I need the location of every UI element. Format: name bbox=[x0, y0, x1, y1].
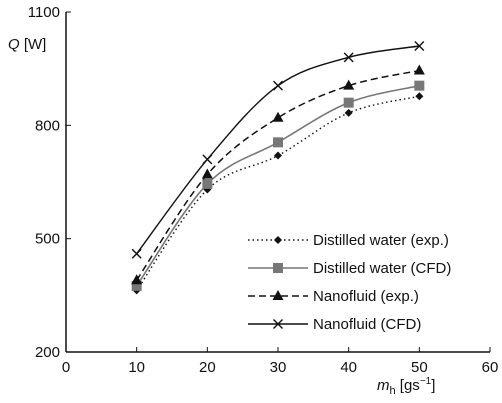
series-line bbox=[136, 69, 420, 281]
data-point bbox=[273, 137, 283, 148]
legend-marker bbox=[274, 236, 282, 244]
y-axis-ticks: 200 500 800 1100 bbox=[28, 4, 71, 361]
data-point bbox=[343, 52, 354, 63]
data-point bbox=[202, 178, 213, 189]
legend-label: Nanofluid (exp.) bbox=[313, 288, 419, 305]
series-3 bbox=[131, 64, 425, 285]
data-point bbox=[343, 97, 354, 108]
y-tick-label: 500 bbox=[35, 231, 60, 248]
legend-label: Nanofluid (CFD) bbox=[313, 316, 421, 333]
legend: Distilled water (exp.) Distilled water (C… bbox=[248, 232, 451, 333]
x-marker-stroke bbox=[131, 248, 142, 259]
data-point bbox=[273, 80, 283, 91]
series-2 bbox=[131, 80, 425, 291]
y-tick-label: 1100 bbox=[28, 4, 60, 21]
series-layer bbox=[131, 41, 425, 295]
axes bbox=[65, 12, 490, 353]
data-point bbox=[131, 280, 142, 291]
data-point bbox=[201, 168, 213, 179]
series-4 bbox=[131, 41, 425, 259]
data-point bbox=[415, 92, 424, 101]
series-line bbox=[136, 45, 420, 255]
x-tick-label: 0 bbox=[62, 359, 70, 376]
x-axis-title: mh [gs−1] bbox=[377, 376, 435, 397]
data-point bbox=[274, 151, 282, 160]
x-tick-label: 40 bbox=[340, 359, 357, 376]
data-point bbox=[202, 154, 213, 165]
legend-label: Distilled water (CFD) bbox=[313, 260, 451, 277]
data-point bbox=[131, 274, 143, 285]
data-point bbox=[344, 108, 353, 117]
legend-marker bbox=[273, 263, 283, 273]
legend-item: Distilled water (CFD) bbox=[248, 260, 451, 277]
legend-item: Nanofluid (exp.) bbox=[248, 288, 419, 305]
legend-item: Nanofluid (CFD) bbox=[248, 316, 421, 333]
series-line bbox=[136, 95, 420, 291]
x-tick-label: 10 bbox=[128, 359, 145, 376]
data-point bbox=[414, 41, 425, 51]
data-point bbox=[414, 80, 425, 91]
legend-label: Distilled water (exp.) bbox=[313, 232, 449, 249]
y-tick-label: 800 bbox=[35, 117, 60, 134]
legend-marker bbox=[273, 319, 283, 329]
y-tick-label: 200 bbox=[35, 344, 60, 361]
legend-item: Distilled water (exp.) bbox=[248, 232, 449, 249]
x-marker-stroke bbox=[273, 319, 283, 329]
x-tick-label: 20 bbox=[199, 359, 216, 376]
data-point bbox=[131, 248, 142, 259]
x-tick-label: 60 bbox=[482, 359, 499, 376]
data-point bbox=[413, 64, 425, 75]
x-marker-stroke bbox=[273, 80, 283, 91]
x-tick-label: 30 bbox=[270, 359, 287, 376]
x-marker-stroke bbox=[343, 52, 354, 63]
x-marker-stroke bbox=[202, 154, 213, 165]
x-axis-ticks: 0 10 20 30 40 50 60 bbox=[62, 347, 499, 376]
data-point bbox=[343, 79, 355, 90]
x-marker-stroke bbox=[414, 41, 425, 51]
y-axis-title: Q [W] bbox=[8, 36, 46, 53]
legend-marker bbox=[272, 290, 284, 300]
x-tick-label: 50 bbox=[411, 359, 428, 376]
data-point bbox=[272, 111, 284, 122]
